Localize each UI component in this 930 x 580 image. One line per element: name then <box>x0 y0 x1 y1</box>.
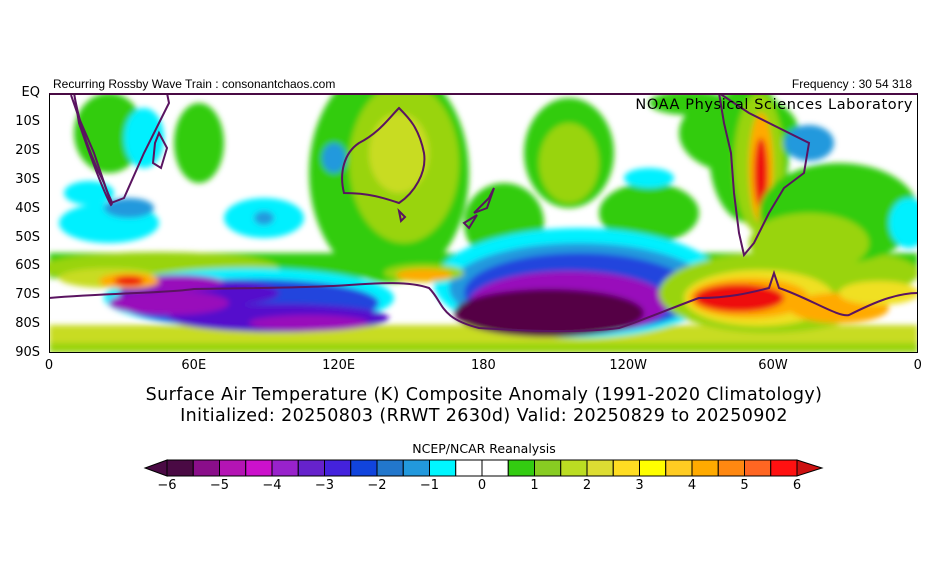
lat-tick-label: 70S <box>15 287 40 303</box>
anomaly-patch <box>624 168 674 188</box>
lat-tick-label: 10S <box>15 113 40 129</box>
colorbar-box <box>770 459 798 477</box>
anomaly-fields <box>39 63 929 353</box>
anomaly-map: NOAA Physical Sciences Laboratory <box>39 63 929 354</box>
colorbar-box <box>639 459 667 477</box>
lat-tick-label: 20S <box>15 142 40 158</box>
lon-tick-label: 60E <box>181 358 207 373</box>
header-right-text: Frequency : 30 54 318 <box>791 77 912 91</box>
anomaly-patch <box>694 284 784 312</box>
colorbar-tick-label: −5 <box>209 478 230 493</box>
colorbar-source: NCEP/NCAR Reanalysis <box>412 441 556 456</box>
anomaly-patch <box>649 91 729 115</box>
lat-tick-label: 90S <box>15 345 40 361</box>
colorbar-box <box>350 459 378 477</box>
colorbar-box <box>402 459 430 477</box>
lon-tick-label: 120W <box>609 358 648 373</box>
colorbar-tick-label: 3 <box>635 478 644 493</box>
coastline <box>462 187 495 230</box>
colorbar-box <box>271 459 299 477</box>
colorbar-box <box>507 459 535 477</box>
colorbar-box <box>455 459 483 477</box>
anomaly-patch <box>254 211 274 225</box>
colorbar-tick-label: 2 <box>582 478 592 493</box>
lat-tick-label: 80S <box>15 316 40 332</box>
anomaly-patch <box>599 183 699 243</box>
lat-tick-label: EQ <box>21 85 40 100</box>
header-left-text: Recurring Rossby Wave Train : consonantc… <box>53 77 336 91</box>
anomaly-patch <box>322 143 346 173</box>
lat-tick-label: 60S <box>15 258 40 274</box>
lon-tick-label: 120E <box>322 358 356 373</box>
anomaly-patch <box>454 289 644 337</box>
anomaly-patch <box>249 315 369 331</box>
lon-tick-label: 0 <box>44 358 54 373</box>
colorbar-tick-label: 1 <box>530 478 539 493</box>
lat-tick-label: 40S <box>15 200 40 216</box>
lon-tick-label: 60W <box>758 358 788 373</box>
colorbar-box <box>665 459 693 477</box>
colorbar-box <box>429 459 457 477</box>
colorbar-tick-label: 5 <box>740 478 749 493</box>
title-line-2: Initialized: 20250803 (RRWT 2630d) Valid… <box>180 406 788 426</box>
colorbar-box <box>691 459 719 477</box>
colorbar-tick-label: −6 <box>157 478 177 493</box>
colorbar-box <box>324 459 352 477</box>
colorbar-tick-label: 4 <box>687 478 697 493</box>
anomaly-patch <box>104 198 154 218</box>
coastline <box>397 207 407 224</box>
coastline <box>48 269 919 333</box>
colorbar-box <box>717 459 745 477</box>
colorbar-box <box>612 459 640 477</box>
colorbar-tick-label: −4 <box>262 478 282 493</box>
colorbar-box <box>166 459 194 477</box>
colorbar-box <box>560 459 588 477</box>
colorbar <box>143 459 824 477</box>
colorbar-under-arrow <box>143 459 168 477</box>
anomaly-patch <box>369 113 429 193</box>
lab-label: NOAA Physical Sciences Laboratory <box>635 97 913 113</box>
map-frame <box>49 93 918 353</box>
colorbar-box <box>744 459 772 477</box>
coastline <box>70 92 171 205</box>
colorbar-box <box>297 459 325 477</box>
colorbar-box <box>245 459 273 477</box>
colorbar-box <box>192 459 220 477</box>
colorbar-tick-label: 0 <box>477 478 487 493</box>
colorbar-tick-label: −2 <box>367 478 387 493</box>
colorbar-box <box>376 459 404 477</box>
colorbar-tick-label: −1 <box>419 478 440 493</box>
anomaly-patch <box>839 281 919 305</box>
anomaly-patch <box>539 123 599 203</box>
colorbar-box <box>481 459 509 477</box>
colorbar-box <box>586 459 614 477</box>
coastline <box>341 106 426 205</box>
colorbar-tick-label: 6 <box>792 478 802 493</box>
polar-band <box>49 343 918 353</box>
title-line-1: Surface Air Temperature (K) Composite An… <box>145 385 823 405</box>
lon-tick-label: 180 <box>470 358 496 373</box>
map-svg: NOAA Physical Sciences Laboratory <box>39 63 929 354</box>
anomaly-patch <box>109 291 229 315</box>
lat-tick-label: 30S <box>15 171 40 187</box>
coastline <box>151 130 169 170</box>
anomaly-patch <box>114 276 144 286</box>
anomaly-patch <box>396 269 452 281</box>
anomaly-patch <box>754 138 768 208</box>
coastline <box>717 90 811 258</box>
anomaly-patch <box>174 103 224 183</box>
colorbar-over-arrow <box>796 459 824 477</box>
anomaly-patch <box>64 181 114 205</box>
colorbar-box <box>534 459 562 477</box>
colorbar-box <box>219 459 247 477</box>
lat-tick-label: 50S <box>15 229 40 245</box>
colorbar-tick-label: −3 <box>314 478 335 493</box>
lon-tick-label: 0 <box>913 358 922 373</box>
